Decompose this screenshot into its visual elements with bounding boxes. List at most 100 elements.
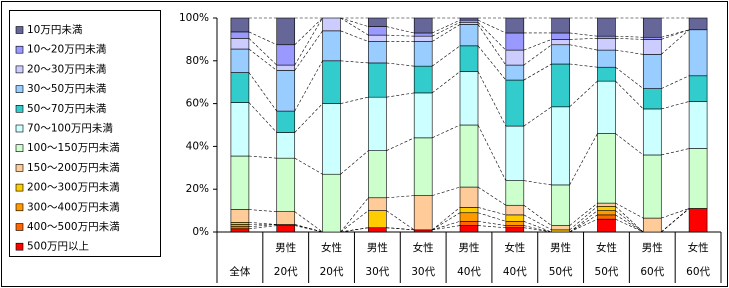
connector-line bbox=[432, 124, 461, 139]
connector-line bbox=[523, 106, 552, 127]
bar-segment bbox=[413, 137, 433, 196]
bar-segment bbox=[276, 17, 296, 46]
legend-swatch bbox=[15, 203, 24, 212]
connector-line bbox=[294, 60, 323, 112]
bar-segment bbox=[505, 221, 525, 226]
legend-label: 100～150万円未満 bbox=[27, 142, 120, 154]
bar-segment bbox=[597, 214, 616, 220]
connector-line bbox=[615, 206, 644, 233]
connector-line bbox=[523, 214, 552, 231]
legend-label: 30～50万円未満 bbox=[27, 83, 107, 95]
connector-line bbox=[615, 80, 644, 110]
legend-swatch bbox=[15, 242, 24, 251]
connector-line bbox=[615, 210, 644, 233]
bar-segment bbox=[413, 35, 433, 42]
bar-segment bbox=[597, 202, 616, 207]
bar-segment bbox=[551, 17, 570, 34]
bar-segment bbox=[597, 80, 616, 134]
connector-line bbox=[432, 24, 461, 42]
x-tick-label: 20代 bbox=[274, 266, 298, 278]
bar-segment bbox=[459, 212, 479, 222]
bar-segment bbox=[597, 35, 616, 39]
connector-line bbox=[248, 38, 277, 66]
connector-line bbox=[248, 102, 277, 133]
bar-segment bbox=[597, 38, 616, 51]
bar-segment bbox=[459, 71, 479, 126]
bar-segment bbox=[688, 75, 708, 102]
legend-swatch bbox=[15, 164, 24, 172]
legend-label: 70～100万円未満 bbox=[27, 123, 113, 135]
bar-segment bbox=[413, 92, 433, 139]
connector-line bbox=[569, 206, 598, 231]
x-tick-label: 全体 bbox=[229, 265, 250, 278]
connector-line bbox=[248, 31, 277, 46]
connector-line bbox=[294, 17, 323, 66]
bar-segment bbox=[551, 44, 570, 65]
connector-line bbox=[340, 150, 369, 175]
legend-label: 150～200万円未満 bbox=[27, 162, 120, 174]
bar-segment bbox=[597, 49, 616, 68]
bar-segment bbox=[597, 206, 616, 211]
bar-segment bbox=[230, 209, 250, 223]
bar-segment bbox=[459, 207, 479, 214]
bar-segment bbox=[597, 17, 616, 37]
connector-line bbox=[569, 218, 598, 233]
bar-segment bbox=[230, 155, 250, 210]
legend-swatch bbox=[15, 26, 24, 34]
bar-segment bbox=[322, 60, 341, 104]
legend-label: 300～400万円未満 bbox=[27, 201, 120, 213]
bar-segment bbox=[642, 54, 662, 89]
y-tick-label: 80% bbox=[186, 55, 209, 67]
bar-segment bbox=[322, 17, 341, 32]
x-tick-label: 女性 bbox=[321, 241, 342, 254]
bar-segment bbox=[551, 229, 570, 233]
connector-line bbox=[294, 30, 323, 71]
bar-segment bbox=[230, 72, 250, 103]
bar-segment bbox=[597, 218, 616, 233]
bar-segment bbox=[505, 180, 525, 206]
connector-line bbox=[615, 214, 644, 233]
connector-line bbox=[661, 75, 690, 89]
x-tick-label: 男性 bbox=[367, 241, 388, 254]
bar-segment bbox=[642, 39, 662, 55]
bar-segment bbox=[459, 17, 479, 21]
legend-box bbox=[9, 10, 161, 257]
bar-segment bbox=[413, 65, 433, 94]
bar-segment bbox=[276, 157, 296, 212]
y-tick-label: 20% bbox=[186, 183, 209, 195]
bar-segment bbox=[505, 49, 525, 66]
bar-segment bbox=[597, 210, 616, 216]
connector-line bbox=[477, 22, 507, 51]
connector-line bbox=[340, 210, 369, 233]
connector-line bbox=[569, 214, 598, 233]
bar-segment bbox=[551, 106, 570, 186]
x-tick-label: 40代 bbox=[503, 266, 527, 278]
y-tick-label: 100% bbox=[179, 12, 209, 24]
bar-segment bbox=[230, 224, 250, 227]
x-tick-label: 女性 bbox=[413, 241, 434, 254]
bar-segment bbox=[276, 225, 296, 233]
bar-segment bbox=[322, 173, 341, 233]
bar-segment bbox=[230, 102, 250, 157]
bar-segment bbox=[459, 124, 479, 188]
bar-segment bbox=[642, 154, 662, 219]
connector-line bbox=[432, 22, 461, 37]
bar-segment bbox=[368, 26, 387, 36]
connector-line bbox=[615, 202, 644, 219]
bar-segment bbox=[276, 110, 296, 133]
connector-line bbox=[615, 133, 644, 156]
legend-label: 200～300万円未満 bbox=[27, 182, 120, 194]
x-tick-label: 女性 bbox=[688, 241, 709, 254]
bar-segment bbox=[276, 64, 296, 71]
bar-segment bbox=[459, 225, 479, 233]
connector-line bbox=[340, 197, 369, 233]
bar-segment bbox=[459, 45, 479, 72]
connector-line bbox=[661, 208, 690, 233]
legend-label: 20～30万円未満 bbox=[27, 63, 107, 75]
x-tick-label: 50代 bbox=[549, 266, 573, 278]
bar-segment bbox=[505, 227, 525, 233]
bar-segment bbox=[230, 31, 250, 39]
connector-line bbox=[294, 211, 323, 233]
connector-line bbox=[431, 71, 461, 94]
bar-segment bbox=[459, 21, 479, 25]
